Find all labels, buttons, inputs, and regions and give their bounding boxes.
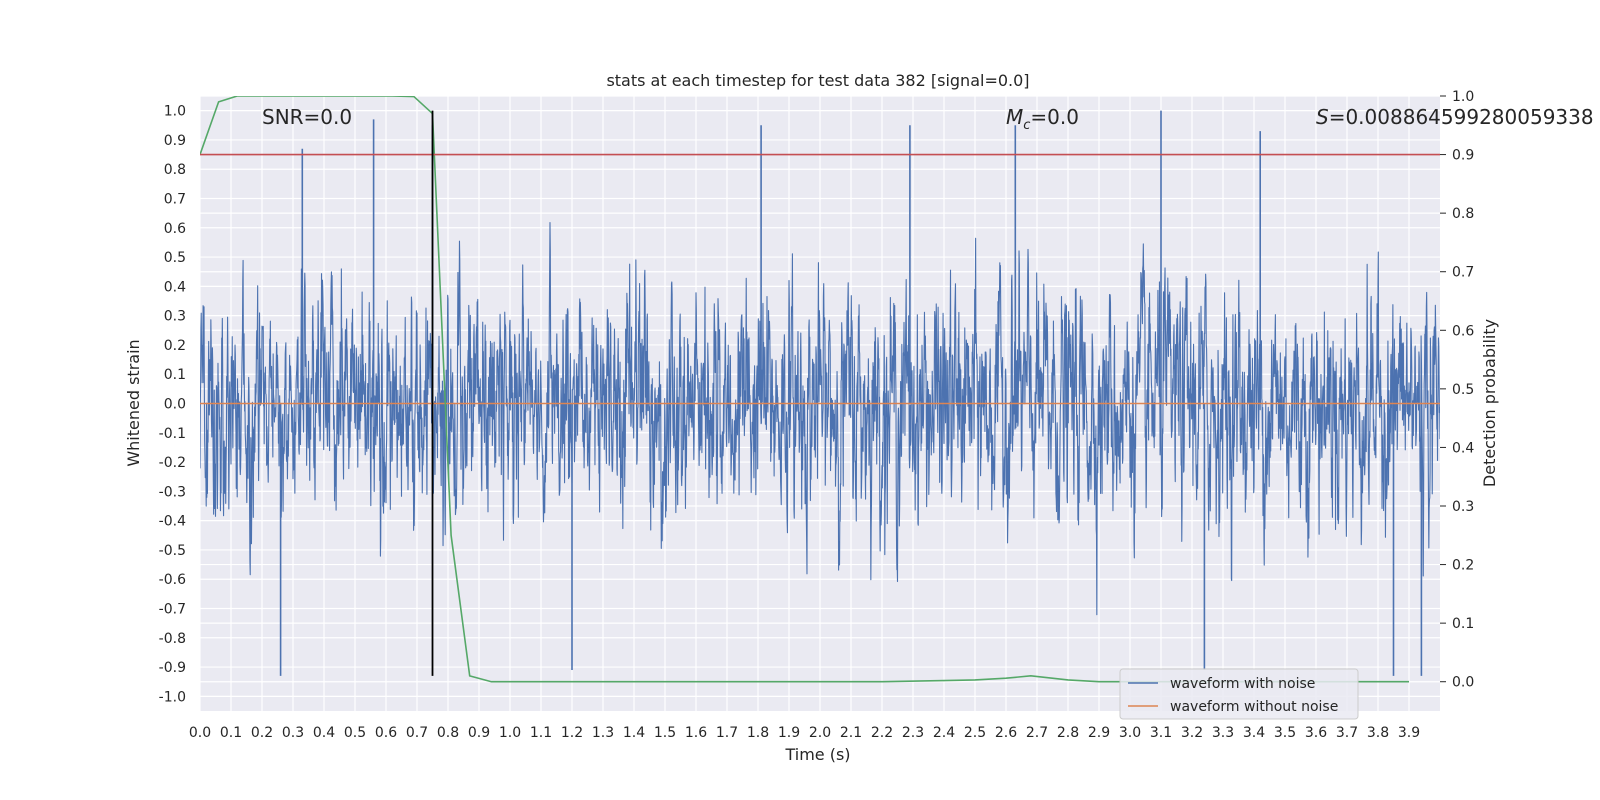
- x-tick-label: 3.2: [1181, 725, 1203, 741]
- x-tick-label: 0.7: [406, 725, 428, 741]
- snr-annotation: SNR=0.0: [262, 105, 352, 129]
- x-tick-label: 2.9: [1088, 725, 1110, 741]
- x-tick-label: 1.5: [654, 725, 676, 741]
- y-right-tick-label: 0.0: [1452, 675, 1474, 691]
- y-tick-label: -0.6: [159, 572, 186, 588]
- x-tick-label: 1.6: [685, 725, 707, 741]
- y-tick-label: 0.0: [164, 397, 186, 413]
- y-tick-label: -0.3: [159, 484, 186, 500]
- y-tick-label: 0.8: [164, 162, 186, 178]
- y-right-tick-label: 0.8: [1452, 206, 1474, 222]
- x-tick-label: 2.2: [871, 725, 893, 741]
- y-right-tick-label: 1.0: [1452, 89, 1474, 105]
- x-tick-label: 3.5: [1274, 725, 1296, 741]
- x-tick-label: 0.3: [282, 725, 304, 741]
- x-axis: 0.0 0.1 0.2 0.3 0.4 0.5 0.6 0.7 0.8 0.9 1.0 1.1 1.2 1…: [189, 725, 1420, 741]
- x-axis-label: Time (s): [784, 745, 850, 764]
- x-tick-label: 0.0: [189, 725, 211, 741]
- x-tick-label: 1.3: [592, 725, 614, 741]
- x-tick-label: 1.4: [623, 725, 645, 741]
- x-tick-label: 2.4: [933, 725, 955, 741]
- x-tick-label: 2.0: [809, 725, 831, 741]
- x-tick-label: 3.7: [1336, 725, 1358, 741]
- y-tick-label: -0.1: [159, 426, 186, 442]
- y-tick-label: 0.2: [164, 338, 186, 354]
- y-tick-label: 0.3: [164, 309, 186, 325]
- x-tick-label: 3.9: [1398, 725, 1420, 741]
- x-tick-label: 3.1: [1150, 725, 1172, 741]
- y-tick-label: 0.5: [164, 250, 186, 266]
- y-axis-right-label: Detection probability: [1480, 319, 1499, 487]
- y-axis-right: 1.0 0.9 0.8 0.7 0.6 0.5 0.4 0.3 0.2 0.1 0.0: [1440, 89, 1474, 691]
- y-right-tick-label: 0.4: [1452, 440, 1474, 456]
- y-tick-label: 1.0: [164, 104, 186, 120]
- legend-entry-waveform-with-noise: waveform with noise: [1170, 676, 1315, 692]
- y-tick-label: -0.8: [159, 631, 186, 647]
- legend-box: [1119, 668, 1359, 720]
- y-tick-label: 0.1: [164, 367, 186, 383]
- series-waveform-with-noise: [200, 222, 1440, 616]
- x-tick-label: 0.5: [344, 725, 366, 741]
- s-value: =0.008864599280059338: [1329, 105, 1594, 129]
- x-tick-label: 1.0: [499, 725, 521, 741]
- x-tick-label: 2.6: [995, 725, 1017, 741]
- x-tick-label: 1.8: [747, 725, 769, 741]
- y-right-tick-label: 0.5: [1452, 382, 1474, 398]
- x-tick-label: 2.7: [1026, 725, 1048, 741]
- x-tick-label: 1.7: [716, 725, 738, 741]
- series-series-2: [200, 96, 1409, 683]
- x-tick-label: 1.9: [778, 725, 800, 741]
- x-tick-label: 3.4: [1243, 725, 1265, 741]
- x-tick-label: 3.0: [1119, 725, 1141, 741]
- mc-value: =0.0: [1030, 105, 1079, 129]
- y-right-tick-label: 0.7: [1452, 265, 1474, 281]
- y-axis-left: 1.0 0.9 0.8 0.7 0.6 0.5 0.4 0.3 0.2 0.1 0.0 -0.1 -0.…: [159, 104, 186, 706]
- y-tick-label: -0.7: [159, 602, 186, 618]
- y-tick-label: 0.4: [164, 279, 186, 295]
- y-right-tick-label: 0.9: [1452, 148, 1474, 164]
- mc-symbol: M: [1006, 105, 1023, 129]
- s-symbol: S: [1316, 105, 1329, 129]
- y-axis-label: Whitened strain: [124, 339, 143, 466]
- x-tick-label: 0.9: [468, 725, 490, 741]
- x-tick-label: 2.1: [840, 725, 862, 741]
- y-tick-label: -0.5: [159, 543, 186, 559]
- x-tick-label: 1.2: [561, 725, 583, 741]
- x-tick-label: 0.6: [375, 725, 397, 741]
- x-tick-label: 0.1: [220, 725, 242, 741]
- y-tick-label: 0.9: [164, 133, 186, 149]
- x-tick-label: 3.6: [1305, 725, 1327, 741]
- x-tick-label: 1.1: [530, 725, 552, 741]
- y-right-tick-label: 0.2: [1452, 558, 1474, 574]
- legend: waveform with noise waveform without noi…: [1119, 668, 1359, 720]
- series-clip-group: [200, 96, 1440, 683]
- mc-subscript: c: [1023, 118, 1030, 133]
- chart-title: stats at each timestep for test data 382…: [606, 71, 1029, 90]
- y-tick-label: 0.7: [164, 192, 186, 208]
- x-tick-label: 0.4: [313, 725, 335, 741]
- x-tick-label: 0.2: [251, 725, 273, 741]
- x-tick-label: 0.8: [437, 725, 459, 741]
- x-tick-label: 2.5: [964, 725, 986, 741]
- y-tick-label: 0.6: [164, 221, 186, 237]
- legend-entry-waveform-without-noise: waveform without noise: [1170, 699, 1338, 715]
- x-tick-label: 2.3: [902, 725, 924, 741]
- y-tick-label: -0.9: [159, 660, 186, 676]
- y-tick-label: -0.2: [159, 455, 186, 471]
- s-annotation: S=0.008864599280059338: [1316, 105, 1594, 129]
- y-right-tick-label: 0.6: [1452, 323, 1474, 339]
- x-tick-label: 3.3: [1212, 725, 1234, 741]
- y-right-tick-label: 0.3: [1452, 499, 1474, 515]
- mc-annotation: Mc=0.0: [1006, 105, 1079, 133]
- y-tick-label: -0.4: [159, 514, 186, 530]
- y-right-tick-label: 0.1: [1452, 616, 1474, 632]
- x-tick-label: 3.8: [1367, 725, 1389, 741]
- y-tick-label: -1.0: [159, 689, 186, 705]
- series-layer: [200, 96, 1440, 683]
- x-tick-label: 2.8: [1057, 725, 1079, 741]
